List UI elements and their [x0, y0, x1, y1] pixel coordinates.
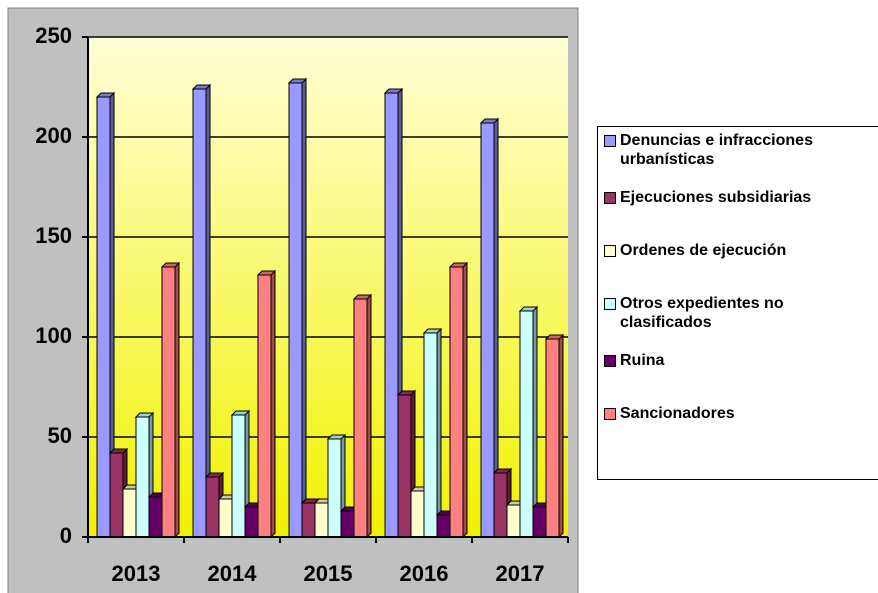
legend-item: Ordenes de ejecución: [604, 241, 878, 294]
y-tick-label: 150: [35, 223, 72, 248]
x-tick-label: 2016: [400, 561, 449, 586]
bar: [384, 92, 399, 538]
bar: [340, 510, 355, 538]
y-tick-label: 0: [60, 523, 72, 548]
legend-label: Sancionadores: [620, 405, 735, 422]
bar: [506, 504, 521, 538]
bar-side: [205, 83, 211, 539]
y-tick-label: 200: [35, 123, 72, 148]
legend-swatch: [604, 298, 616, 310]
bar: [218, 498, 233, 538]
bar: [314, 502, 329, 538]
legend-swatch: [604, 355, 616, 367]
bar-side: [436, 327, 442, 539]
bar-side: [532, 305, 538, 539]
x-tick-label: 2015: [304, 561, 353, 586]
bar: [148, 496, 163, 538]
y-tick-label: 250: [35, 23, 72, 48]
bar: [327, 438, 342, 538]
bar: [205, 476, 220, 538]
bar-side: [174, 261, 180, 539]
legend-label: Otros expedientes no clasificados: [620, 295, 784, 331]
legend-label: Denuncias e infracciones urbanísticas: [620, 132, 813, 168]
legend-label: Ordenes de ejecución: [620, 242, 787, 259]
y-tick-label: 50: [48, 423, 72, 448]
bar: [109, 452, 124, 538]
legend-swatch: [604, 192, 616, 204]
bar: [449, 266, 464, 538]
bar: [532, 506, 547, 538]
legend-item: Ruina: [604, 351, 878, 404]
bar: [288, 82, 303, 538]
bar: [493, 472, 508, 538]
bar: [135, 416, 150, 538]
bar-side: [270, 269, 276, 539]
bar: [436, 514, 451, 538]
bar: [96, 96, 111, 538]
legend-item: Otros expedientes no clasificados: [604, 294, 878, 351]
bar: [231, 414, 246, 538]
bar: [244, 506, 259, 538]
bar: [353, 298, 368, 538]
bar: [545, 338, 560, 538]
legend-item: Ejecuciones subsidiarias: [604, 188, 878, 241]
legend-swatch: [604, 135, 616, 147]
bar: [257, 274, 272, 538]
legend-label: Ejecuciones subsidiarias: [620, 189, 812, 206]
legend-label: Ruina: [620, 352, 665, 369]
legend: Denuncias e infracciones urbanísticas Eje…: [597, 126, 878, 480]
y-tick-label: 100: [35, 323, 72, 348]
bar: [192, 88, 207, 538]
bar-side: [462, 261, 468, 539]
bar: [301, 502, 316, 538]
x-tick-label: 2014: [208, 561, 258, 586]
bar-side: [301, 77, 307, 539]
bar-side: [558, 333, 564, 539]
bar-side: [366, 293, 372, 539]
legend-swatch: [604, 408, 616, 420]
bar: [161, 266, 176, 538]
legend-swatch: [604, 245, 616, 257]
x-tick-label: 2017: [496, 561, 545, 586]
bar: [397, 394, 412, 538]
bar: [480, 122, 495, 538]
legend-item: Sancionadores: [604, 404, 878, 461]
legend-item: Denuncias e infracciones urbanísticas: [604, 131, 878, 188]
x-tick-label: 2013: [112, 561, 161, 586]
bar: [423, 332, 438, 538]
bar: [519, 310, 534, 538]
bar: [410, 490, 425, 538]
bar: [122, 488, 137, 538]
